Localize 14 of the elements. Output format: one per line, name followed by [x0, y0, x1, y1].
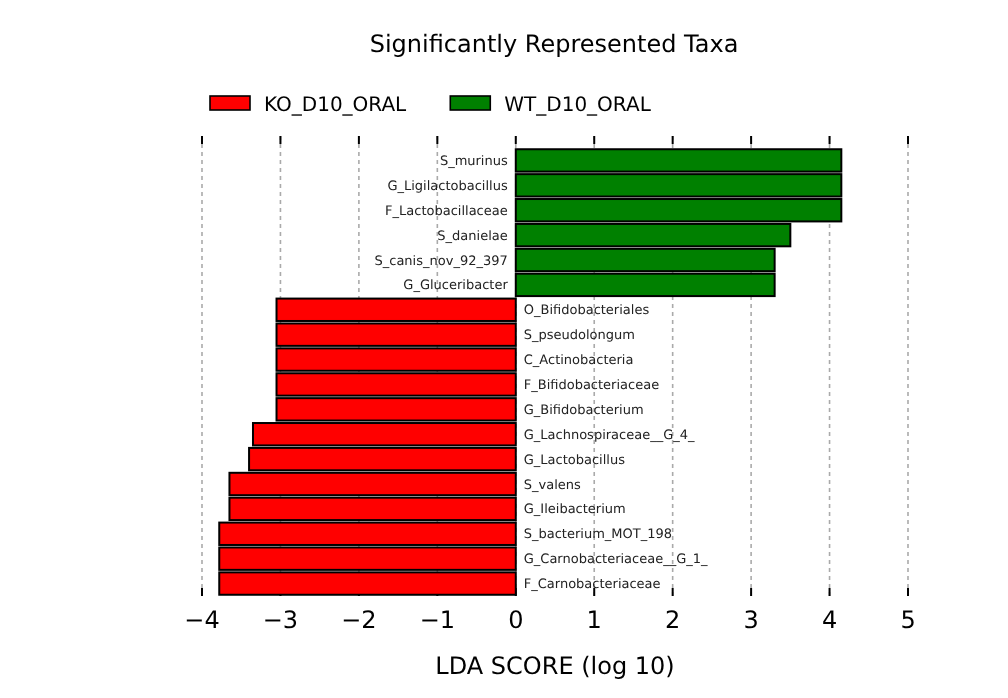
x-tick-label: −2 — [341, 606, 377, 635]
x-tick-label: 5 — [900, 606, 916, 635]
x-tick-label: 4 — [821, 606, 838, 635]
x-tick-label: −3 — [262, 606, 299, 635]
x-tick-label: 3 — [743, 606, 759, 635]
legend-label: WT_D10_ORAL — [504, 95, 652, 117]
x-tick-label: 0 — [508, 606, 524, 635]
x-tick-label: −4 — [184, 606, 220, 635]
legend-label: KO_D10_ORAL — [264, 95, 408, 117]
x-tick-label: 2 — [665, 606, 681, 635]
chart-title: Significantly Represented Taxa — [369, 30, 739, 58]
x-tick-label: −1 — [419, 606, 456, 635]
x-tick-label: 1 — [586, 606, 602, 635]
x-axis-title: LDA SCORE (log 10) — [435, 652, 675, 680]
